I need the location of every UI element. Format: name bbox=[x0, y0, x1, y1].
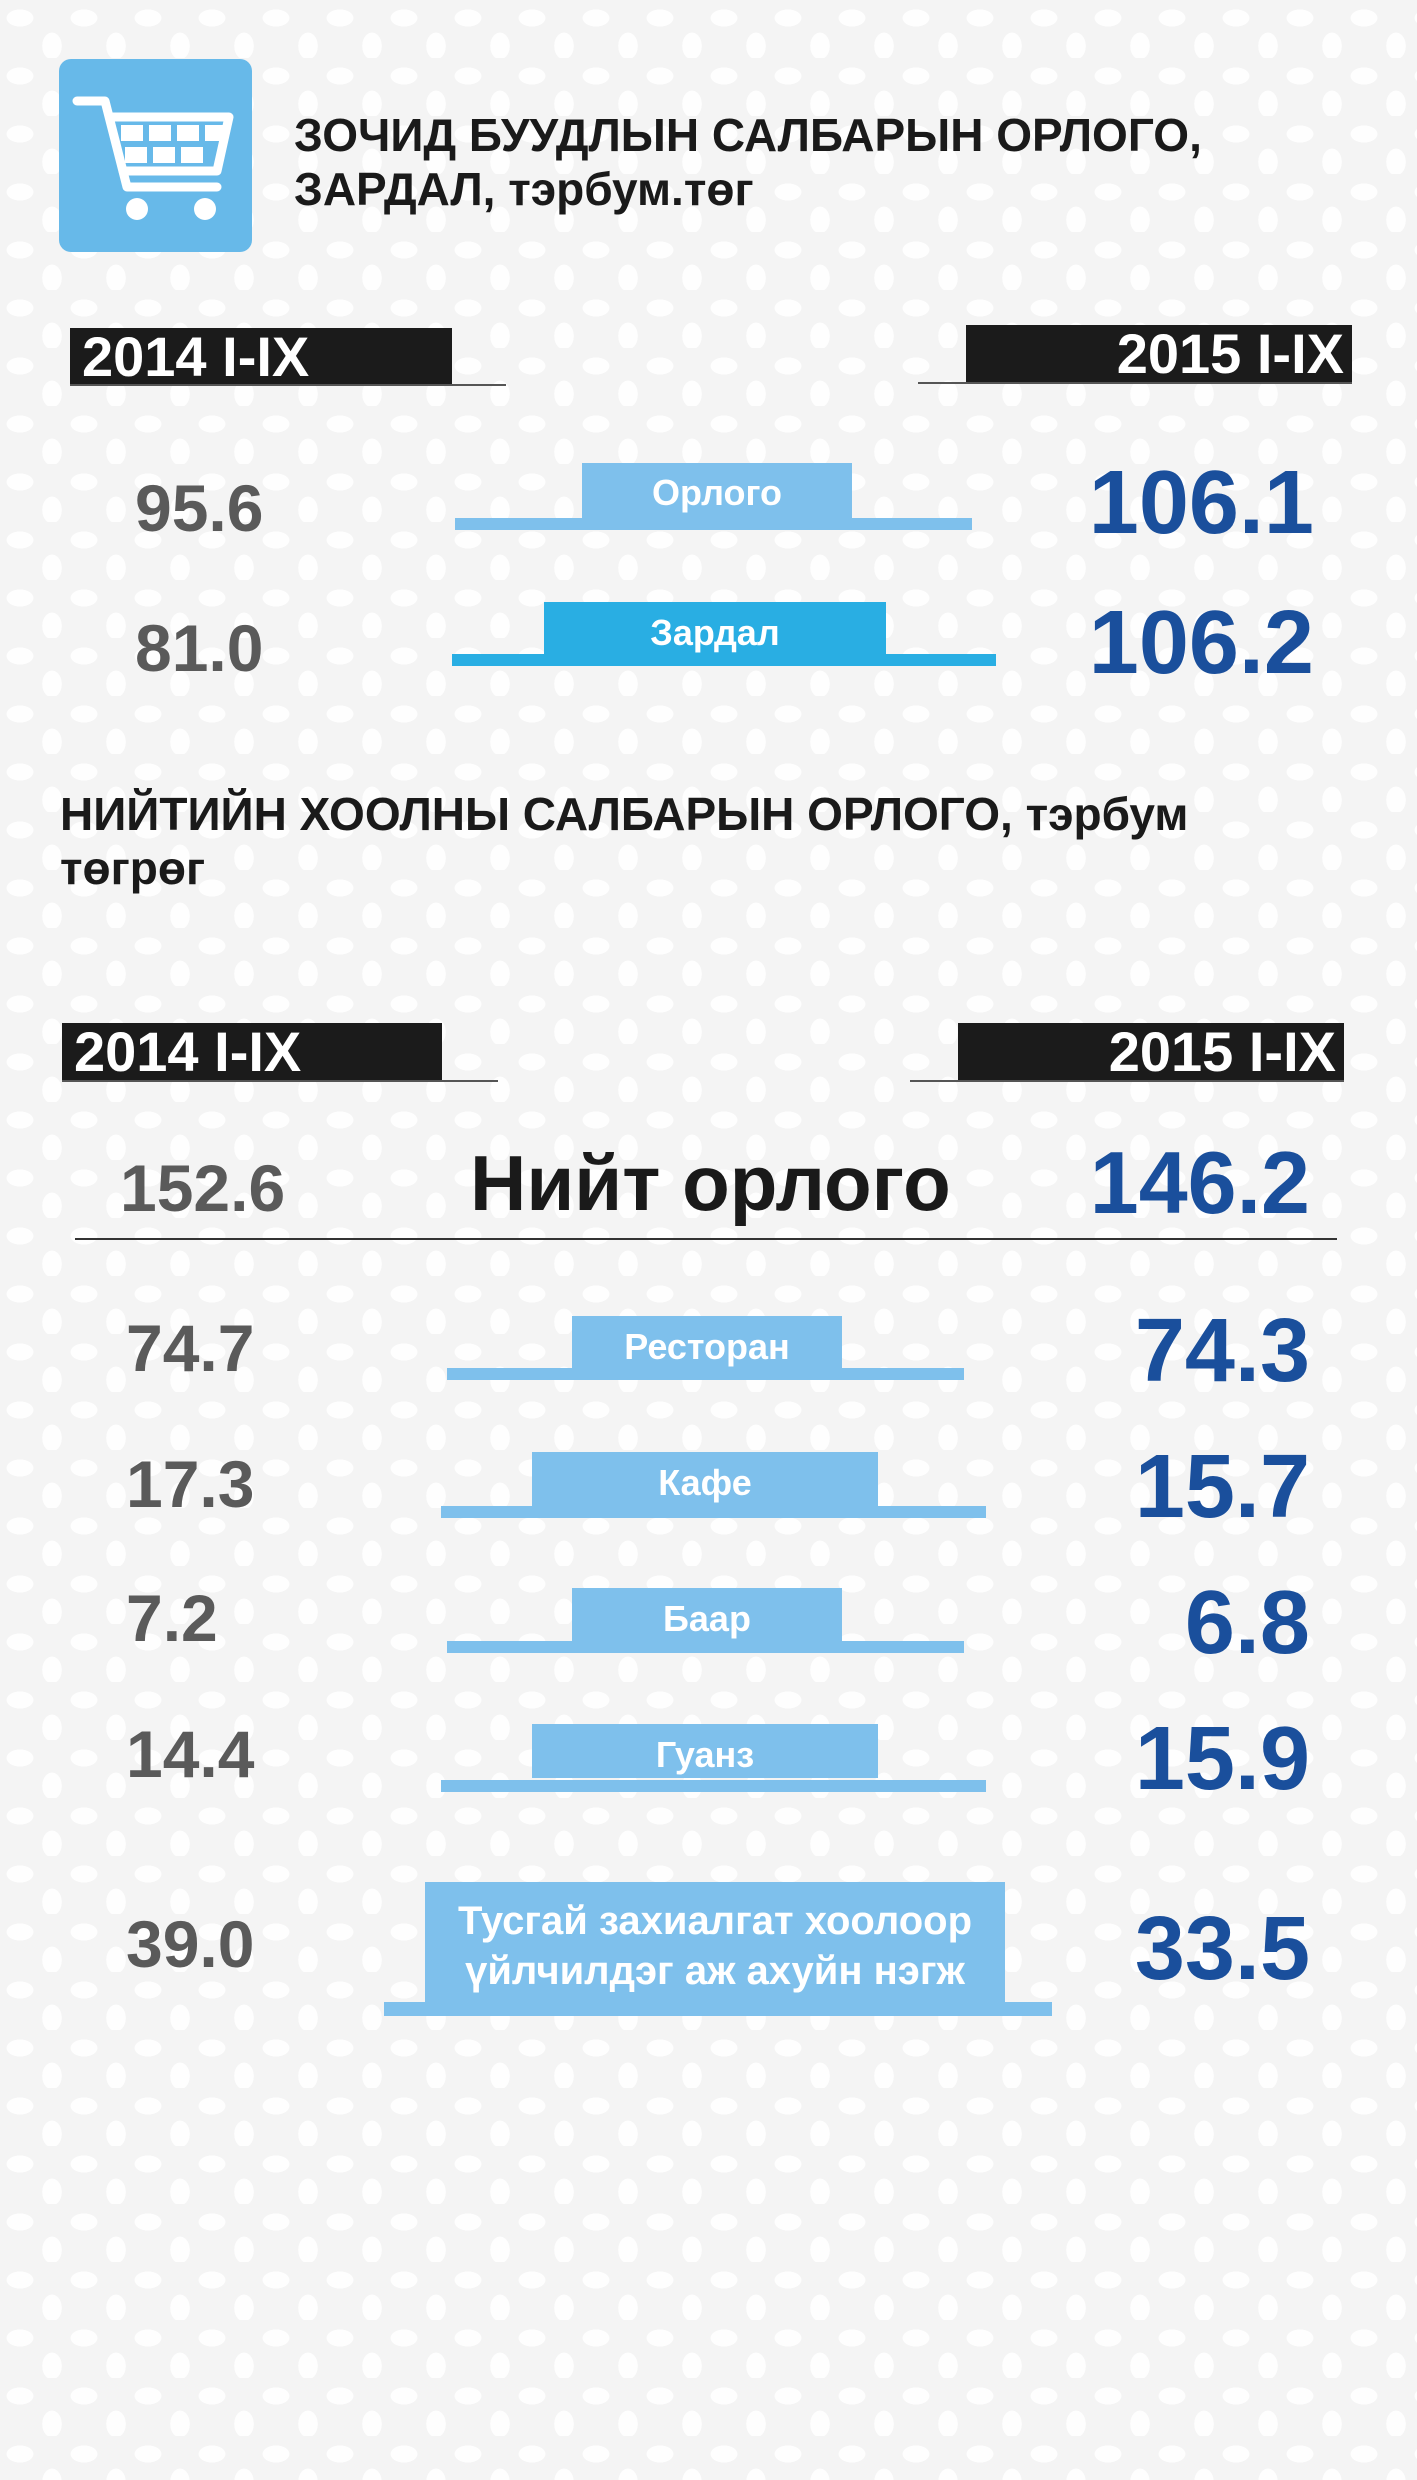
label-baar: Баар bbox=[572, 1588, 842, 1642]
section2-title-line2: төгрөг bbox=[60, 842, 206, 895]
label-orlogo: Орлого bbox=[582, 463, 852, 521]
label-kafe: Кафе bbox=[532, 1452, 878, 1506]
section2-title-line1: НИЙТИЙН ХООЛНЫ САЛБАРЫН ОРЛОГО, тэрбум bbox=[60, 788, 1189, 840]
value-2015-baar: 6.8 bbox=[1184, 1573, 1310, 1673]
section1-title: ЗОЧИД БУУДЛЫН САЛБАРЫН ОРЛОГО, ЗАРДАЛ, т… bbox=[294, 108, 1384, 217]
section1-title-line2: ЗАРДАЛ, тэрбум.төг bbox=[294, 163, 754, 216]
label-guanz: Гуанз bbox=[532, 1724, 878, 1778]
bar-restoran bbox=[447, 1368, 964, 1380]
shopping-cart-icon bbox=[59, 59, 252, 252]
year-2015-underline bbox=[918, 382, 1352, 384]
value-2015-orlogo: 106.1 bbox=[1088, 453, 1314, 553]
value-2015-restoran: 74.3 bbox=[1134, 1301, 1310, 1401]
value-2015-guanz: 15.9 bbox=[1134, 1709, 1310, 1809]
label-tusgai: Тусгай захиалгат хоолоор үйлчилдэг аж ах… bbox=[425, 1882, 1005, 2008]
value-2014-guanz: 14.4 bbox=[126, 1717, 255, 1791]
label-zardal: Зардал bbox=[544, 602, 886, 660]
label-restoran: Ресторан bbox=[572, 1316, 842, 1370]
value-2015-tusgai: 33.5 bbox=[1134, 1899, 1310, 1999]
section1-title-line1: ЗОЧИД БУУДЛЫН САЛБАРЫН ОРЛОГО, bbox=[294, 109, 1202, 161]
total-divider bbox=[75, 1238, 1337, 1240]
bar-orlogo bbox=[455, 518, 972, 530]
bar-tusgai bbox=[384, 2002, 1052, 2016]
value-2014-baar: 7.2 bbox=[126, 1581, 218, 1655]
year-2015-underline-2 bbox=[910, 1080, 1344, 1082]
total-2015: 146.2 bbox=[1089, 1133, 1310, 1232]
value-2014-zardal: 81.0 bbox=[135, 611, 264, 685]
year-2014-underline-2 bbox=[62, 1080, 498, 1082]
year-2015-label-2: 2015 I-IX bbox=[958, 1023, 1344, 1080]
value-2014-restoran: 74.7 bbox=[126, 1311, 255, 1385]
total-label: Нийт орлого bbox=[470, 1139, 951, 1227]
bar-guanz bbox=[441, 1780, 986, 1792]
section2-title: НИЙТИЙН ХООЛНЫ САЛБАРЫН ОРЛОГО, тэрбум т… bbox=[60, 787, 1390, 896]
label-tusgai-line2: үйлчилдэг аж ахуйн нэгж bbox=[465, 1949, 965, 1993]
year-2015-label: 2015 I-IX bbox=[966, 325, 1352, 382]
bar-kafe bbox=[441, 1506, 986, 1518]
value-2014-orlogo: 95.6 bbox=[135, 471, 264, 545]
bar-zardal bbox=[452, 654, 996, 666]
value-2014-kafe: 17.3 bbox=[126, 1447, 255, 1521]
label-tusgai-line1: Тусгай захиалгат хоолоор bbox=[457, 1899, 973, 1943]
year-2014-underline bbox=[70, 384, 506, 386]
value-2015-zardal: 106.2 bbox=[1088, 593, 1314, 693]
year-2014-label: 2014 I-IX bbox=[70, 328, 452, 385]
total-2014: 152.6 bbox=[120, 1151, 286, 1225]
value-2014-tusgai: 39.0 bbox=[126, 1907, 255, 1981]
year-2014-label-2: 2014 I-IX bbox=[62, 1023, 442, 1080]
value-2015-kafe: 15.7 bbox=[1134, 1437, 1310, 1537]
bar-baar bbox=[447, 1641, 964, 1653]
